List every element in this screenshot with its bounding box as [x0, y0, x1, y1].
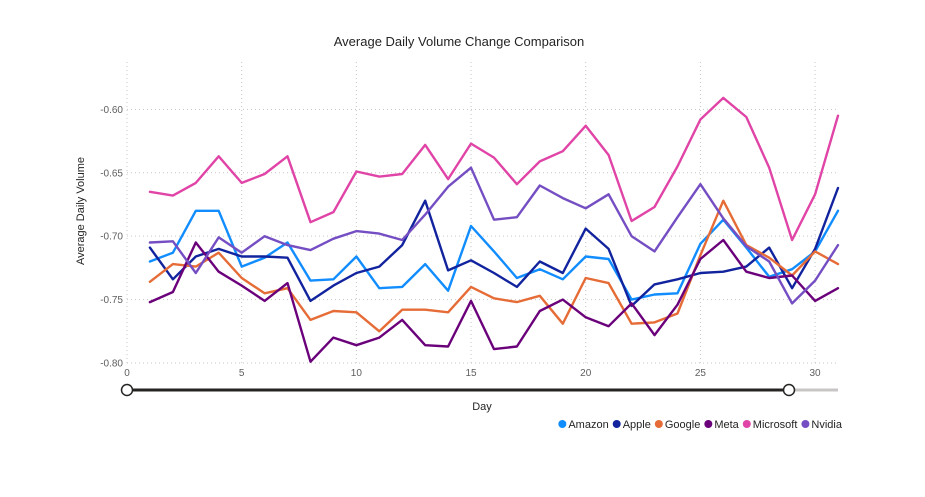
y-axis-label: Average Daily Volume	[75, 157, 87, 265]
y-tick-label: -0.60	[100, 105, 123, 116]
legend-marker-microsoft[interactable]	[742, 420, 751, 428]
x-range-slider[interactable]	[120, 383, 839, 397]
legend: Amazon Apple Google Meta Microsoft Nvidia	[558, 419, 843, 431]
x-tick-label: 0	[124, 368, 130, 379]
legend-marker-amazon[interactable]	[558, 420, 567, 428]
series-line-apple[interactable]	[148, 186, 840, 308]
y-tick-label: -0.70	[100, 232, 123, 243]
x-axis-ticks: 0 5 10 15 20 25 30	[124, 368, 821, 379]
series-line-nvidia[interactable]	[148, 166, 840, 305]
legend-label-nvidia: Nvidia	[811, 419, 842, 431]
chart-title: Average Daily Volume Change Comparison	[334, 34, 585, 49]
grid	[126, 62, 838, 364]
x-tick-label: 20	[580, 368, 592, 379]
series-line-meta[interactable]	[148, 238, 840, 363]
series-lines	[148, 96, 840, 363]
y-tick-label: -0.80	[100, 359, 123, 370]
legend-label-apple: Apple	[623, 419, 651, 431]
x-tick-label: 15	[465, 368, 477, 379]
y-axis-ticks: -0.60 -0.65 -0.70 -0.75 -0.80	[100, 105, 123, 370]
legend-label-amazon: Amazon	[568, 419, 608, 431]
x-tick-label: 5	[239, 368, 245, 379]
y-tick-label: -0.65	[100, 168, 123, 179]
x-tick-label: 30	[810, 368, 822, 379]
x-tick-label: 10	[351, 368, 363, 379]
slider-start-handle[interactable]	[120, 383, 134, 397]
y-tick-label: -0.75	[100, 295, 123, 306]
legend-label-microsoft: Microsoft	[753, 419, 798, 431]
slider-end-handle[interactable]	[782, 383, 796, 397]
series-line-microsoft[interactable]	[148, 96, 840, 242]
legend-marker-google[interactable]	[654, 420, 663, 428]
legend-marker-nvidia[interactable]	[801, 420, 810, 428]
legend-label-google: Google	[665, 419, 700, 431]
series-line-google[interactable]	[148, 199, 840, 333]
legend-marker-meta[interactable]	[704, 420, 713, 428]
x-axis-label: Day	[472, 401, 492, 413]
x-tick-label: 25	[695, 368, 707, 379]
legend-marker-apple[interactable]	[612, 420, 621, 428]
legend-label-meta: Meta	[714, 419, 739, 431]
